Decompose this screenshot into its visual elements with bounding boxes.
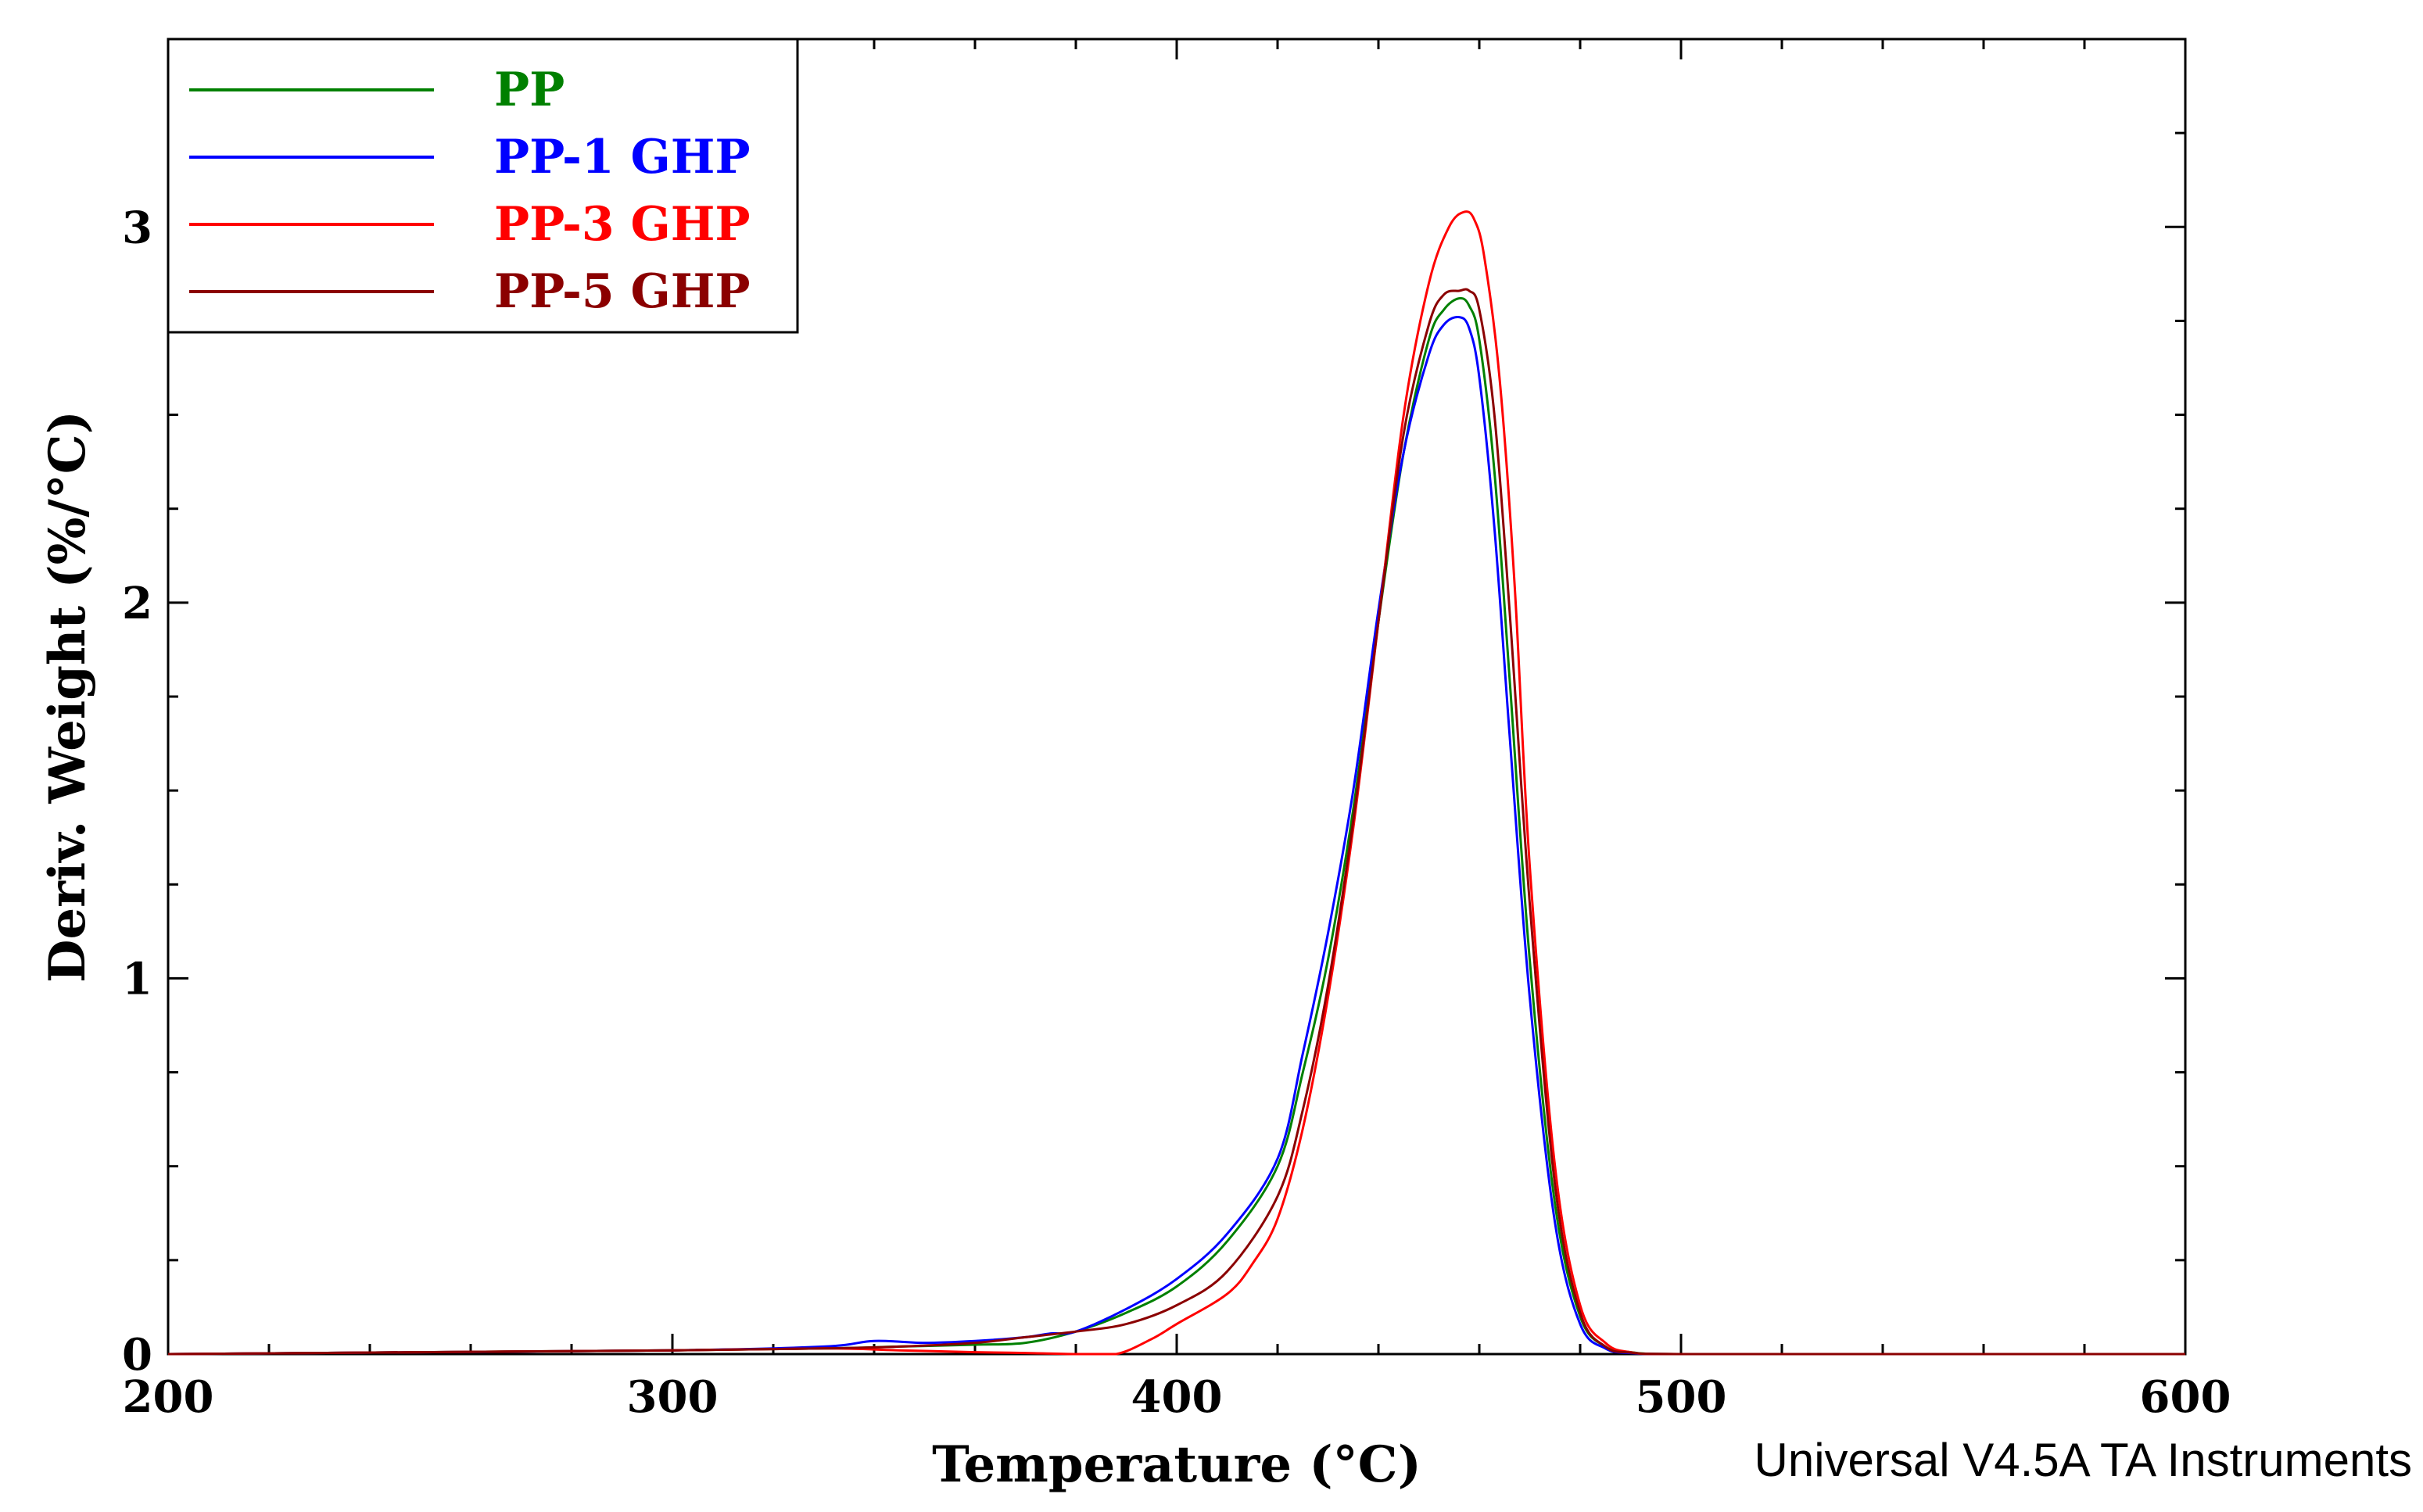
legend: PP PP-1 GHP PP-3 GHP PP-5 GHP (167, 38, 799, 334)
x-tick-label: 500 (1636, 1371, 1727, 1423)
series-lines (167, 210, 2185, 1356)
instrument-footer: Universal V4.5A TA Instruments (1755, 1434, 2413, 1486)
series-line-pp-1-ghp (167, 315, 2185, 1356)
y-tick-label: 1 (122, 953, 152, 1005)
legend-label: PP-3 GHP (494, 197, 751, 252)
y-tick-label: 0 (122, 1329, 152, 1381)
legend-items: PP PP-1 GHP PP-3 GHP PP-5 GHP (189, 63, 751, 319)
series-line-pp-3-ghp (167, 210, 2185, 1356)
axis-tick-labels: 200 300 400 500 600 0 1 2 3 (122, 202, 2231, 1423)
x-axis-title: Temperature (°C) (932, 1435, 1421, 1494)
y-axis-title: Deriv. Weight (%/°C) (38, 410, 97, 983)
legend-box (167, 38, 799, 334)
legend-label: PP (494, 63, 565, 117)
y-tick-label: 2 (122, 578, 152, 629)
legend-label: PP-5 GHP (494, 264, 751, 319)
x-tick-label: 300 (627, 1371, 719, 1423)
x-tick-label: 200 (123, 1371, 214, 1423)
y-tick-label: 3 (122, 202, 152, 253)
series-line-pp-5-ghp (167, 288, 2185, 1356)
legend-label: PP-1 GHP (494, 130, 751, 185)
x-tick-label: 400 (1131, 1371, 1223, 1423)
series-line-pp (167, 296, 2185, 1356)
x-tick-label: 600 (2140, 1371, 2231, 1423)
